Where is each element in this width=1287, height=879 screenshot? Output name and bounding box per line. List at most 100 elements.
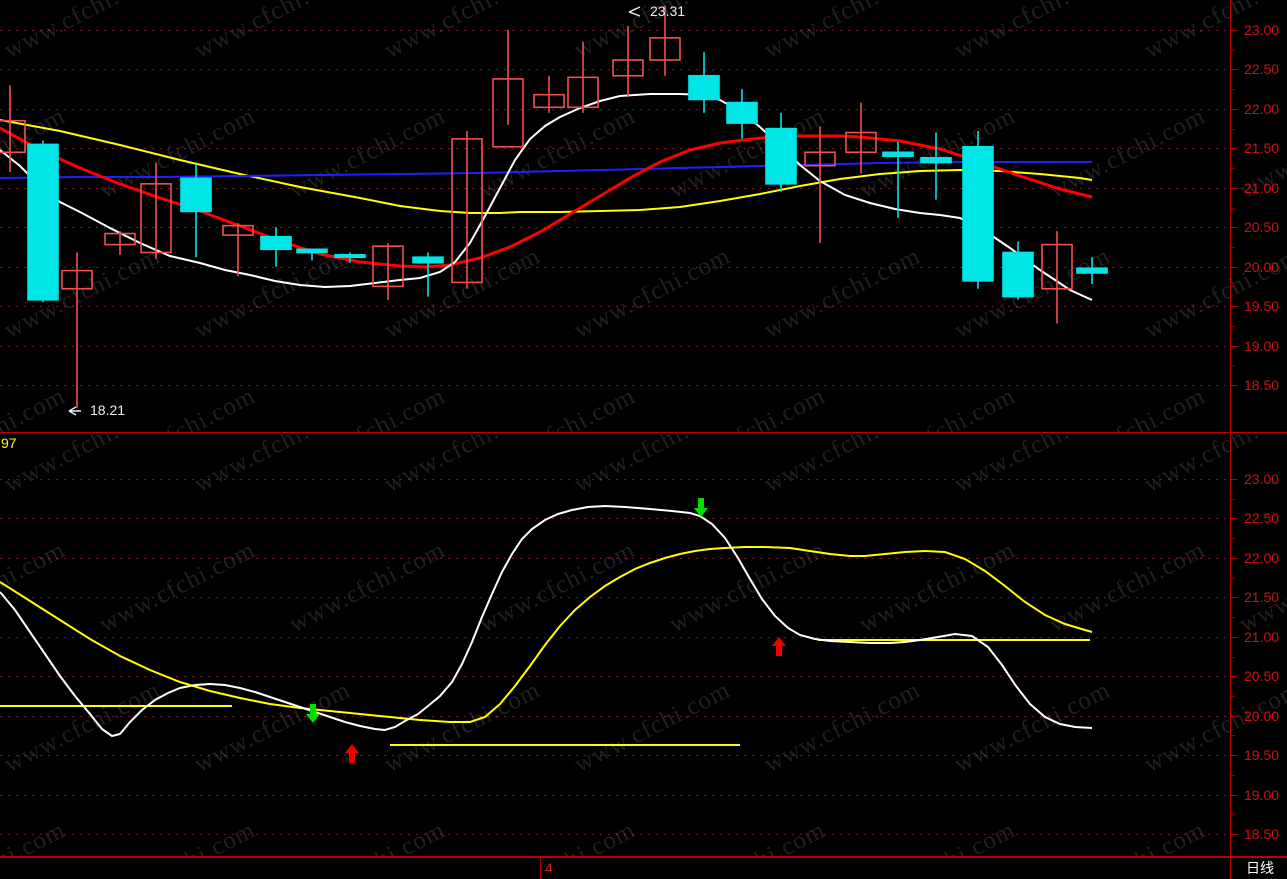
axis-label: 18.50 [1244,826,1280,842]
candlestick[interactable] [649,5,681,76]
arrow-up-icon [345,744,359,763]
candle-body [0,119,26,154]
chart-footer: 4 日线 [0,857,1287,879]
candlestick[interactable] [765,112,797,192]
candlestick[interactable] [845,102,877,174]
gridline [0,306,1232,308]
gridline [0,715,1232,717]
candlestick[interactable] [804,126,836,243]
candlestick[interactable] [296,248,328,261]
candle-body [612,59,644,77]
gridline [0,557,1232,559]
candlestick[interactable] [260,227,292,267]
candle-body [27,143,59,301]
axis-tick [1231,30,1238,31]
candlestick[interactable] [222,223,254,277]
axis-minor-tick [1231,246,1235,248]
axis-tick [1231,148,1238,150]
gridline [0,676,1232,678]
panel-divider-top [0,432,1287,433]
low-price-value: 18.21 [90,402,126,418]
footer-date-label: 4 [545,860,553,876]
axis-tick [1231,636,1238,638]
candlestick[interactable] [920,132,952,200]
axis-tick [1231,834,1238,835]
indicator-axis-border [1230,434,1231,856]
candle-body [222,224,254,236]
candle-body [61,269,93,290]
candlestick[interactable] [372,243,404,300]
candlestick[interactable] [334,252,366,263]
candlestick[interactable] [882,142,914,218]
gridline [0,108,1232,110]
price-axis-border [1230,0,1231,432]
indicator-y-axis[interactable]: 23.00 22.50 22.00 21.50 21.00 20.50 20.00 19.50… [1230,434,1287,856]
axis-tick [1231,557,1238,559]
axis-label: 20.50 [1244,219,1280,236]
axis-label: 20.50 [1244,668,1280,685]
arrow-left-icon-high [628,6,641,17]
axis-tick [1231,755,1238,757]
candlestick[interactable] [1041,231,1073,324]
candlestick[interactable] [451,130,483,289]
axis-tick [1231,385,1238,386]
axis-label: 20.00 [1244,707,1280,724]
ma-short-line [0,93,1093,301]
footer-top-border [0,857,1287,858]
axis-minor-tick [1231,286,1235,288]
footer-axis-border [1230,857,1231,879]
axis-label: 21.50 [1244,589,1280,606]
candlestick[interactable] [962,130,994,289]
buy-arrow-2[interactable] [772,637,786,656]
axis-minor-tick [1231,325,1235,327]
indicator-fast-line [0,504,1093,738]
candlestick[interactable] [1076,257,1108,285]
axis-tick [1231,676,1238,678]
axis-minor-tick [1231,814,1235,816]
axis-label: 21.50 [1244,140,1280,157]
period-label: 日线 [1246,860,1274,876]
price-candlestick-panel[interactable]: www.cfchi.com www.cfchi.com www.cfchi.com w… [0,0,1287,432]
indicator-panel[interactable]: www.cfchi.com www.cfchi.com www.cfchi.com w… [0,434,1287,856]
price-y-axis[interactable]: 23.00 22.50 22.00 21.50 21.00 20.50 20.00 19.50… [1230,0,1287,432]
axis-label: 20.00 [1244,258,1280,275]
axis-minor-tick [1231,365,1235,367]
buy-arrow-1[interactable] [345,744,359,763]
candlestick[interactable] [140,162,172,259]
candlestick[interactable] [726,89,758,139]
candlestick[interactable] [104,231,136,255]
sell-arrow-2[interactable] [694,498,708,517]
candlestick[interactable] [612,26,644,98]
candlestick[interactable] [180,164,212,258]
signal-arrows[interactable] [0,434,1232,856]
indicator-slow-line [0,546,1093,723]
axis-label: 22.00 [1244,549,1280,566]
low-price-annotation: 18.21 [68,403,125,418]
candle-body [1041,243,1073,290]
axis-tick [1231,108,1238,110]
candlestick[interactable] [1002,241,1034,300]
candlestick-series[interactable] [0,0,1232,432]
axis-minor-tick [1231,89,1235,91]
candlestick[interactable] [412,252,444,297]
candlestick[interactable] [27,140,59,303]
arrow-left-icon-low [68,406,81,416]
candlestick[interactable] [533,75,565,113]
candlestick[interactable] [492,30,524,148]
sell-arrow-1[interactable] [306,704,320,723]
candle-body [845,131,877,154]
candlestick[interactable] [567,41,599,113]
high-price-value: 23.31 [650,3,686,19]
arrow-up-icon [772,637,786,656]
axis-tick [1231,187,1238,189]
candlestick[interactable] [688,52,720,113]
candlestick[interactable] [61,252,93,408]
indicator-plot [0,504,1093,746]
candle-body [765,127,797,185]
axis-label: 21.00 [1244,628,1280,645]
candle-body [1002,251,1034,298]
candlestick[interactable] [0,85,26,172]
candle-body [920,157,952,164]
axis-minor-tick [1231,656,1235,658]
